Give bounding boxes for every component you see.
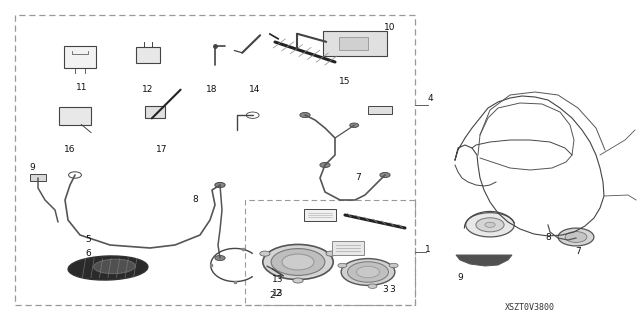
Bar	[245, 200, 415, 305]
Bar	[15, 15, 415, 305]
Circle shape	[293, 278, 303, 283]
Text: XSZT0V3800: XSZT0V3800	[505, 303, 555, 313]
Text: 1: 1	[425, 246, 431, 255]
FancyBboxPatch shape	[332, 241, 364, 255]
Circle shape	[356, 266, 380, 278]
Text: 7: 7	[575, 248, 581, 256]
Circle shape	[215, 182, 225, 188]
FancyBboxPatch shape	[369, 106, 392, 114]
FancyBboxPatch shape	[30, 174, 45, 181]
Circle shape	[271, 249, 325, 275]
Circle shape	[260, 251, 270, 256]
Text: 12: 12	[142, 85, 154, 94]
Text: 9: 9	[29, 164, 35, 173]
Text: 17: 17	[156, 145, 168, 154]
Text: 15: 15	[339, 78, 351, 86]
Text: 8: 8	[192, 196, 198, 204]
Text: 13: 13	[272, 288, 284, 298]
Circle shape	[485, 222, 495, 227]
Circle shape	[389, 263, 398, 268]
Text: 8: 8	[545, 234, 551, 242]
FancyBboxPatch shape	[136, 47, 159, 63]
Text: 11: 11	[76, 83, 88, 92]
Circle shape	[215, 256, 225, 261]
Circle shape	[476, 218, 504, 232]
Circle shape	[320, 162, 330, 167]
Circle shape	[368, 284, 377, 288]
Circle shape	[380, 173, 390, 178]
Circle shape	[348, 262, 388, 282]
FancyBboxPatch shape	[323, 31, 387, 56]
Text: 13: 13	[272, 276, 284, 285]
Circle shape	[341, 259, 395, 286]
Text: 2: 2	[269, 291, 275, 300]
Text: 14: 14	[250, 85, 260, 94]
Polygon shape	[456, 255, 512, 266]
Circle shape	[326, 251, 336, 256]
Ellipse shape	[68, 256, 148, 280]
Circle shape	[565, 232, 587, 242]
Text: 10: 10	[384, 24, 396, 33]
Circle shape	[300, 113, 310, 118]
FancyBboxPatch shape	[64, 46, 96, 68]
Text: 16: 16	[64, 145, 76, 154]
Ellipse shape	[93, 259, 135, 274]
FancyBboxPatch shape	[59, 107, 91, 125]
Text: 3: 3	[382, 286, 388, 294]
Text: 4: 4	[427, 93, 433, 102]
Circle shape	[338, 263, 347, 268]
Text: 2: 2	[275, 288, 281, 298]
Text: 9: 9	[457, 273, 463, 283]
Text: 7: 7	[355, 174, 361, 182]
Circle shape	[282, 254, 314, 270]
Text: 3: 3	[389, 286, 395, 294]
Text: 5: 5	[85, 235, 91, 244]
Circle shape	[263, 244, 333, 279]
Text: 18: 18	[206, 85, 218, 94]
Text: 6: 6	[85, 249, 91, 258]
FancyBboxPatch shape	[304, 209, 336, 221]
FancyBboxPatch shape	[339, 37, 368, 50]
Circle shape	[349, 123, 358, 128]
Circle shape	[558, 228, 594, 246]
FancyBboxPatch shape	[145, 106, 164, 118]
Circle shape	[466, 213, 515, 237]
